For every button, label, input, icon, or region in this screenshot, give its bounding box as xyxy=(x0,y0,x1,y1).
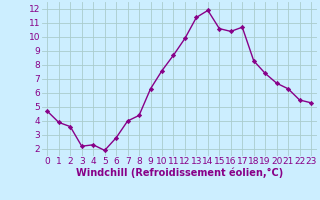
X-axis label: Windchill (Refroidissement éolien,°C): Windchill (Refroidissement éolien,°C) xyxy=(76,168,283,178)
